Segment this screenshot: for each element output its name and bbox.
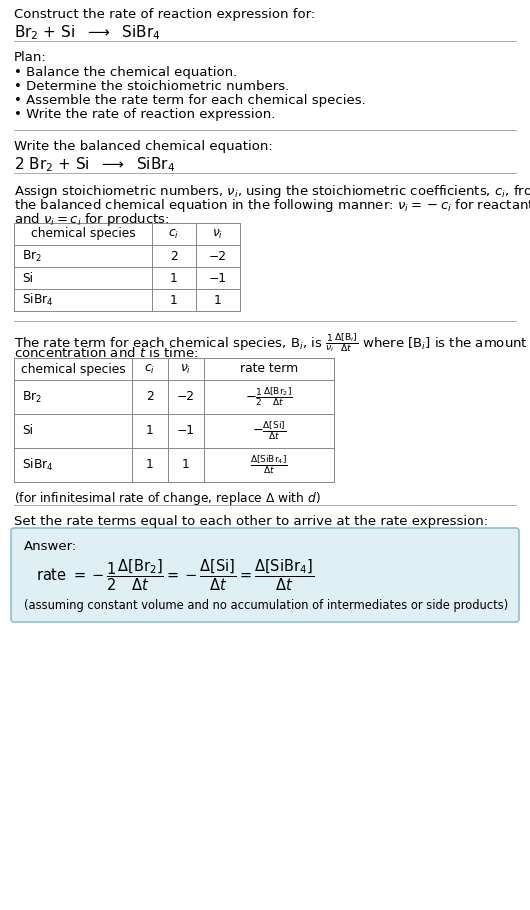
Text: and $\nu_i = c_i$ for products:: and $\nu_i = c_i$ for products: — [14, 211, 170, 228]
Text: • Write the rate of reaction expression.: • Write the rate of reaction expression. — [14, 108, 276, 121]
Text: chemical species: chemical species — [31, 228, 135, 240]
Text: Answer:: Answer: — [24, 540, 77, 553]
Text: Si: Si — [22, 271, 33, 285]
Text: 2: 2 — [170, 249, 178, 262]
Text: 1: 1 — [146, 424, 154, 438]
Text: 1: 1 — [170, 294, 178, 307]
Text: $-\frac{1}{2}\frac{\Delta[\mathrm{Br}_2]}{\Delta t}$: $-\frac{1}{2}\frac{\Delta[\mathrm{Br}_2]… — [245, 386, 293, 409]
Text: • Determine the stoichiometric numbers.: • Determine the stoichiometric numbers. — [14, 80, 289, 93]
Text: 2: 2 — [146, 390, 154, 403]
Text: $c_i$: $c_i$ — [145, 362, 155, 376]
Text: (for infinitesimal rate of change, replace $\Delta$ with $d$): (for infinitesimal rate of change, repla… — [14, 490, 321, 507]
Text: 1: 1 — [170, 271, 178, 285]
Text: rate $= -\dfrac{1}{2}\dfrac{\Delta[\mathrm{Br}_2]}{\Delta t} = -\dfrac{\Delta[\m: rate $= -\dfrac{1}{2}\dfrac{\Delta[\math… — [36, 557, 314, 592]
Text: Assign stoichiometric numbers, $\nu_i$, using the stoichiometric coefficients, $: Assign stoichiometric numbers, $\nu_i$, … — [14, 183, 530, 200]
Text: chemical species: chemical species — [21, 362, 126, 376]
Text: Write the balanced chemical equation:: Write the balanced chemical equation: — [14, 140, 273, 153]
Text: $\frac{\Delta[\mathrm{SiBr}_4]}{\Delta t}$: $\frac{\Delta[\mathrm{SiBr}_4]}{\Delta t… — [250, 453, 288, 477]
Text: The rate term for each chemical species, B$_i$, is $\frac{1}{\nu_i}\frac{\Delta[: The rate term for each chemical species,… — [14, 331, 528, 354]
Text: 2 Br$_2$ + Si  $\longrightarrow$  SiBr$_4$: 2 Br$_2$ + Si $\longrightarrow$ SiBr$_4$ — [14, 155, 175, 174]
Text: concentration and $t$ is time:: concentration and $t$ is time: — [14, 346, 198, 360]
Text: $c_i$: $c_i$ — [169, 228, 180, 240]
Text: Br$_2$ + Si  $\longrightarrow$  SiBr$_4$: Br$_2$ + Si $\longrightarrow$ SiBr$_4$ — [14, 23, 161, 42]
Text: SiBr$_4$: SiBr$_4$ — [22, 292, 54, 308]
Text: $\nu_i$: $\nu_i$ — [213, 228, 224, 240]
Text: −2: −2 — [209, 249, 227, 262]
Text: the balanced chemical equation in the following manner: $\nu_i = -c_i$ for react: the balanced chemical equation in the fo… — [14, 197, 530, 214]
Text: • Balance the chemical equation.: • Balance the chemical equation. — [14, 66, 237, 79]
Text: Construct the rate of reaction expression for:: Construct the rate of reaction expressio… — [14, 8, 315, 21]
Text: −2: −2 — [177, 390, 195, 403]
Text: 1: 1 — [214, 294, 222, 307]
Text: −1: −1 — [209, 271, 227, 285]
Text: • Assemble the rate term for each chemical species.: • Assemble the rate term for each chemic… — [14, 94, 366, 107]
Text: Br$_2$: Br$_2$ — [22, 389, 42, 405]
Text: $\nu_i$: $\nu_i$ — [180, 362, 191, 376]
Text: $-\frac{\Delta[\mathrm{Si}]}{\Delta t}$: $-\frac{\Delta[\mathrm{Si}]}{\Delta t}$ — [252, 420, 286, 442]
Text: 1: 1 — [182, 459, 190, 471]
Text: Br$_2$: Br$_2$ — [22, 248, 42, 264]
FancyBboxPatch shape — [11, 528, 519, 622]
Text: SiBr$_4$: SiBr$_4$ — [22, 457, 54, 473]
Text: Set the rate terms equal to each other to arrive at the rate expression:: Set the rate terms equal to each other t… — [14, 515, 488, 528]
Text: (assuming constant volume and no accumulation of intermediates or side products): (assuming constant volume and no accumul… — [24, 599, 508, 612]
Text: rate term: rate term — [240, 362, 298, 376]
Text: Plan:: Plan: — [14, 51, 47, 64]
Text: Si: Si — [22, 424, 33, 438]
Text: −1: −1 — [177, 424, 195, 438]
Text: 1: 1 — [146, 459, 154, 471]
